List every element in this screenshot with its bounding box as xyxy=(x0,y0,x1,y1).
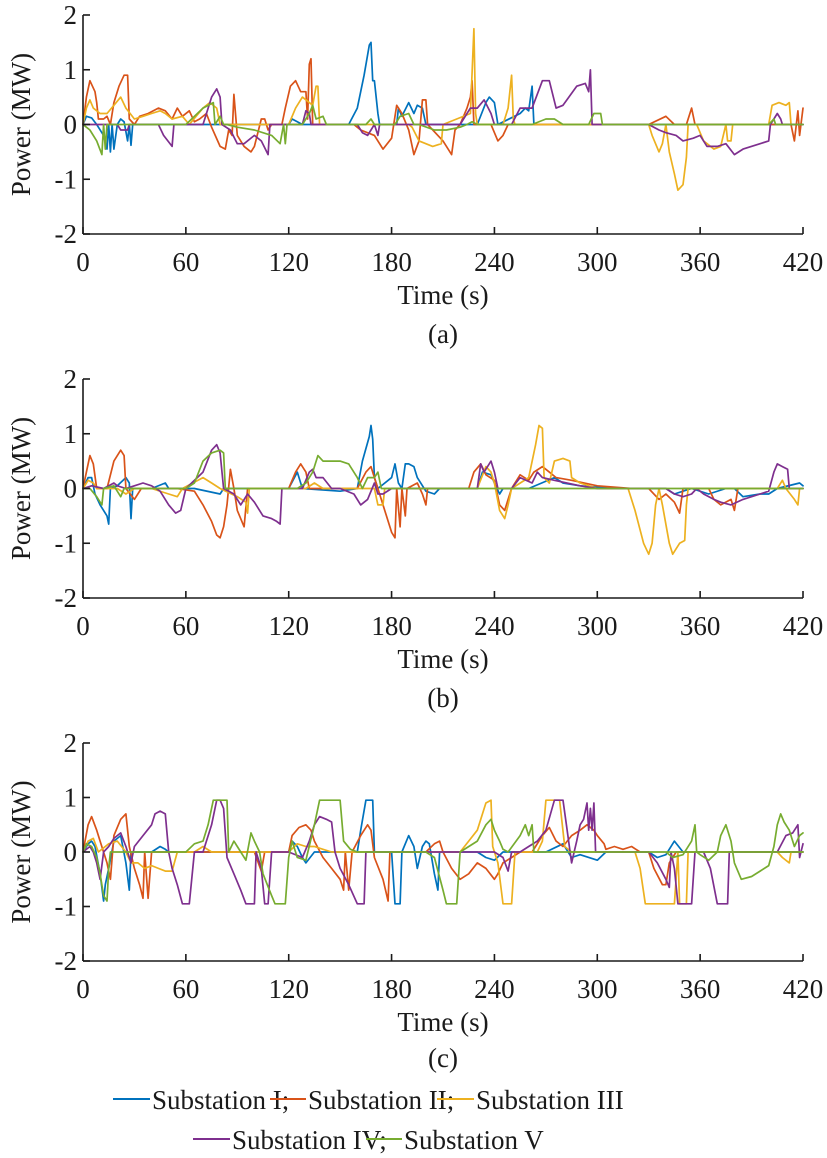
series-line-substation-iv xyxy=(82,68,804,156)
y-tick-label: 2 xyxy=(64,0,78,30)
x-tick-label: 240 xyxy=(474,974,515,1004)
y-tick-label: 2 xyxy=(64,728,78,758)
x-tick-label: 420 xyxy=(783,974,824,1004)
series-group xyxy=(82,799,804,905)
y-tick-label: -1 xyxy=(55,164,78,194)
series-line-substation-ii xyxy=(82,57,804,156)
y-tick-label: 0 xyxy=(64,474,78,504)
x-tick-label: 300 xyxy=(577,974,618,1004)
x-axis-title: Time (s) xyxy=(397,280,488,310)
legend: Substation I; Substation II; Substation … xyxy=(113,1085,624,1155)
x-tick-label: 300 xyxy=(577,247,618,277)
y-tick-label: -2 xyxy=(55,946,78,976)
series-line-substation-ii xyxy=(82,813,804,902)
x-axis-title: Time (s) xyxy=(397,1007,488,1037)
y-tick-label: 1 xyxy=(64,419,78,449)
series-line-substation-v xyxy=(82,799,804,905)
series-line-substation-iv xyxy=(82,443,804,525)
x-tick-label: 0 xyxy=(76,247,90,277)
y-tick-label: -1 xyxy=(55,528,78,558)
y-tick-label: 1 xyxy=(64,783,78,813)
y-axis-title: Power (MW) xyxy=(6,53,36,196)
x-tick-label: 0 xyxy=(76,611,90,641)
x-tick-label: 120 xyxy=(268,247,309,277)
legend-label-substation-ii: Substation II; xyxy=(308,1085,454,1115)
x-tick-label: 360 xyxy=(680,611,721,641)
y-tick-label: 0 xyxy=(64,110,78,140)
series-line-substation-v xyxy=(82,101,804,156)
y-tick-label: 2 xyxy=(64,364,78,394)
x-tick-label: 240 xyxy=(474,247,515,277)
series-line-substation-ii xyxy=(82,449,804,539)
y-axis-title: Power (MW) xyxy=(6,780,36,923)
legend-label-substation-i: Substation I; xyxy=(152,1085,289,1115)
y-tick-label: -2 xyxy=(55,583,78,613)
y-tick-label: -1 xyxy=(55,892,78,922)
x-tick-label: 180 xyxy=(371,247,412,277)
x-tick-label: 120 xyxy=(268,611,309,641)
x-tick-label: 60 xyxy=(172,611,199,641)
series-line-substation-i xyxy=(82,424,804,525)
series-line-substation-i xyxy=(82,41,804,153)
series-line-substation-iii xyxy=(82,27,792,192)
x-tick-label: 180 xyxy=(371,611,412,641)
x-tick-label: 0 xyxy=(76,974,90,1004)
series-line-substation-iii xyxy=(82,799,792,905)
x-axis-title: Time (s) xyxy=(397,644,488,674)
x-tick-label: 240 xyxy=(474,611,515,641)
y-axis-title: Power (MW) xyxy=(6,417,36,560)
legend-label-substation-iv: Substation IV; xyxy=(232,1125,387,1155)
x-tick-label: 360 xyxy=(680,247,721,277)
x-tick-label: 60 xyxy=(172,974,199,1004)
x-tick-label: 420 xyxy=(783,611,824,641)
subplot-caption: (a) xyxy=(428,319,458,349)
series-group xyxy=(82,424,804,556)
legend-label-substation-v: Substation V xyxy=(404,1125,544,1155)
x-tick-label: 180 xyxy=(371,974,412,1004)
y-tick-label: -2 xyxy=(55,219,78,249)
y-tick-label: 0 xyxy=(64,837,78,867)
subplot-caption: (b) xyxy=(427,683,458,713)
x-tick-label: 360 xyxy=(680,974,721,1004)
y-tick-label: 1 xyxy=(64,55,78,85)
x-tick-label: 420 xyxy=(783,247,824,277)
x-tick-label: 120 xyxy=(268,974,309,1004)
subplot-caption: (c) xyxy=(428,1043,458,1073)
legend-label-substation-iii: Substation III xyxy=(476,1085,624,1115)
series-line-substation-iv xyxy=(82,799,804,905)
x-tick-label: 60 xyxy=(172,247,199,277)
x-tick-label: 300 xyxy=(577,611,618,641)
series-line-substation-v xyxy=(82,449,804,506)
series-group xyxy=(82,27,804,192)
